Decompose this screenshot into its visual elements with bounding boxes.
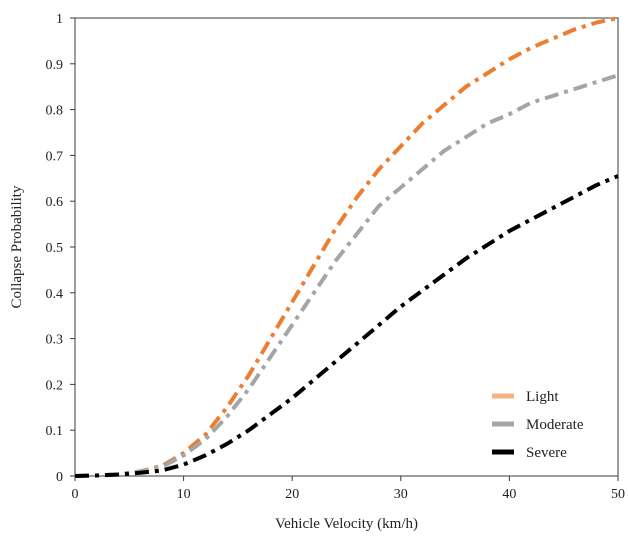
y-tick-label: 0.8: [46, 104, 64, 119]
series-line-severe: [74, 174, 619, 478]
series-line-moderate: [74, 73, 619, 478]
x-tick-label: 0: [72, 487, 79, 502]
y-tick-label: 0.4: [46, 287, 64, 302]
y-tick-label: 0: [56, 470, 63, 485]
x-axis: 0 10 20 30 40 50: [72, 476, 625, 502]
y-axis-title: Collapse Probability: [9, 185, 25, 308]
x-tick-label: 20: [285, 487, 299, 502]
y-tick-label: 0.9: [46, 58, 64, 73]
y-tick-label: 0.5: [46, 241, 64, 256]
legend-label-light: Light: [526, 389, 559, 405]
y-tick-label: 0.3: [46, 333, 64, 348]
x-tick-label: 30: [394, 487, 408, 502]
x-tick-label: 40: [502, 487, 516, 502]
x-axis-title: Vehicle Velocity (km/h): [275, 516, 418, 532]
y-tick-label: 0.7: [46, 149, 64, 164]
legend: Light Moderate Severe: [492, 389, 584, 461]
series-layer: [74, 16, 619, 478]
y-tick-label: 1: [56, 12, 63, 27]
x-tick-label: 10: [177, 487, 191, 502]
y-tick-label: 0.6: [46, 195, 64, 210]
y-tick-label: 0.1: [46, 424, 64, 439]
x-tick-label: 50: [611, 487, 625, 502]
legend-label-severe: Severe: [526, 445, 567, 461]
y-tick-label: 0.2: [46, 378, 64, 393]
plot-area: [74, 17, 619, 477]
legend-label-moderate: Moderate: [526, 417, 584, 433]
y-axis: 0 0.1 0.2 0.3 0.4 0.5 0.6 0.7 0.8 0.9 1: [46, 12, 75, 485]
